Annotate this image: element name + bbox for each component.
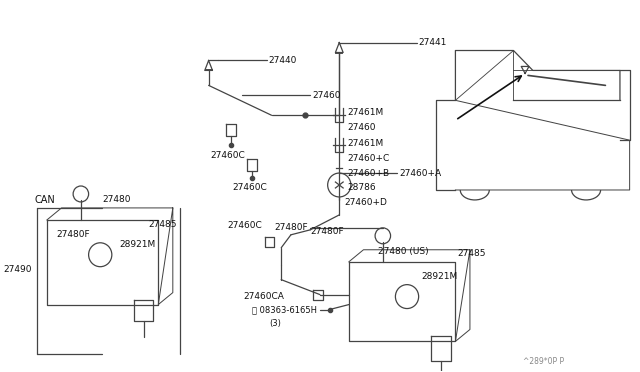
Text: 27460+A: 27460+A	[399, 169, 442, 177]
Text: 27460CA: 27460CA	[243, 292, 284, 301]
Text: 27440: 27440	[269, 56, 297, 65]
Text: 27441: 27441	[419, 38, 447, 47]
Text: 27461M: 27461M	[347, 108, 383, 117]
Text: 27480 (US): 27480 (US)	[378, 247, 429, 256]
Text: 27460: 27460	[312, 91, 340, 100]
Text: 28921M: 28921M	[422, 272, 458, 281]
Text: 27460: 27460	[347, 123, 376, 132]
Text: 28786: 28786	[347, 183, 376, 192]
Text: 27460C: 27460C	[232, 183, 267, 192]
Text: ^289*0P P: ^289*0P P	[523, 357, 564, 366]
Text: 27460+B: 27460+B	[347, 169, 389, 177]
Text: 27460C: 27460C	[227, 221, 262, 230]
Text: 27480F: 27480F	[310, 227, 344, 236]
Text: 27490: 27490	[3, 265, 31, 274]
Text: 27460+D: 27460+D	[344, 198, 387, 208]
Text: 27461M: 27461M	[347, 139, 383, 148]
Text: 27485: 27485	[148, 220, 177, 230]
Text: 27480F: 27480F	[57, 230, 90, 239]
Text: 27485: 27485	[458, 249, 486, 258]
Text: Ⓢ 08363-6165H: Ⓢ 08363-6165H	[252, 305, 317, 314]
Text: 27460+C: 27460+C	[347, 154, 389, 163]
Text: 27460C: 27460C	[211, 151, 245, 160]
Text: 28921M: 28921M	[120, 240, 156, 249]
Text: 27480F: 27480F	[275, 223, 308, 232]
Text: CAN: CAN	[35, 195, 55, 205]
Text: 27480: 27480	[102, 195, 131, 205]
Text: (3): (3)	[269, 319, 282, 328]
